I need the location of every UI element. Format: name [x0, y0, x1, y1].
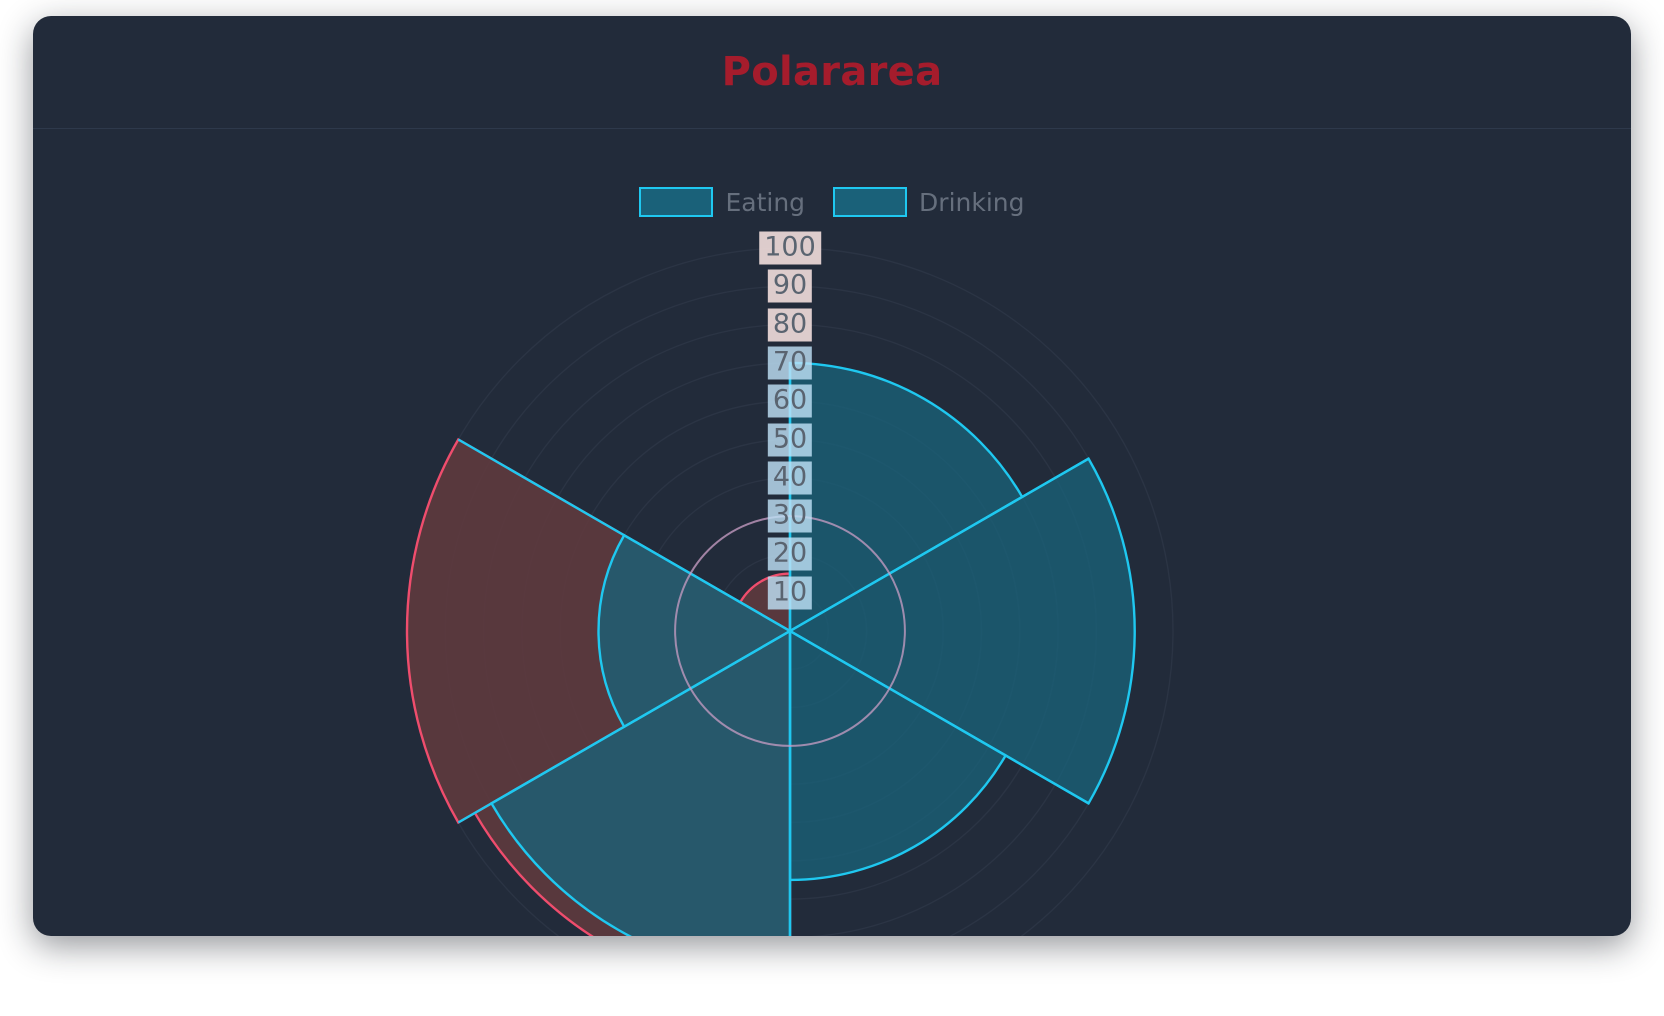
sector-drinking-1[interactable]	[787, 457, 1136, 805]
card-header: Polararea	[33, 16, 1631, 129]
sector-drinking-4[interactable]	[597, 533, 793, 729]
chart-legend: Eating Drinking	[33, 187, 1631, 217]
sector-drinking-0[interactable]	[788, 361, 1024, 634]
spoke-lines	[457, 362, 1090, 936]
sector-drinking-3[interactable]	[489, 628, 792, 936]
legend-swatch-icon	[833, 187, 908, 217]
page-title: Polararea	[721, 49, 943, 95]
polar-area-chart[interactable]	[33, 129, 1631, 936]
legend-label-drinking: Drinking	[919, 187, 1025, 217]
polar-chart-svg	[405, 247, 1174, 936]
sector-drinking-2[interactable]	[788, 628, 1008, 882]
legend-swatch-icon	[639, 187, 714, 217]
series-drinking[interactable]	[489, 361, 1136, 936]
legend-item-eating[interactable]: Eating	[639, 187, 805, 217]
legend-label-eating: Eating	[725, 187, 806, 217]
chart-card: Polararea Eating Drinking	[33, 16, 1631, 936]
legend-item-drinking[interactable]: Drinking	[833, 187, 1025, 217]
card-body: Eating Drinking 10 20 30 40 50 60 70 80 90 100	[33, 129, 1631, 936]
